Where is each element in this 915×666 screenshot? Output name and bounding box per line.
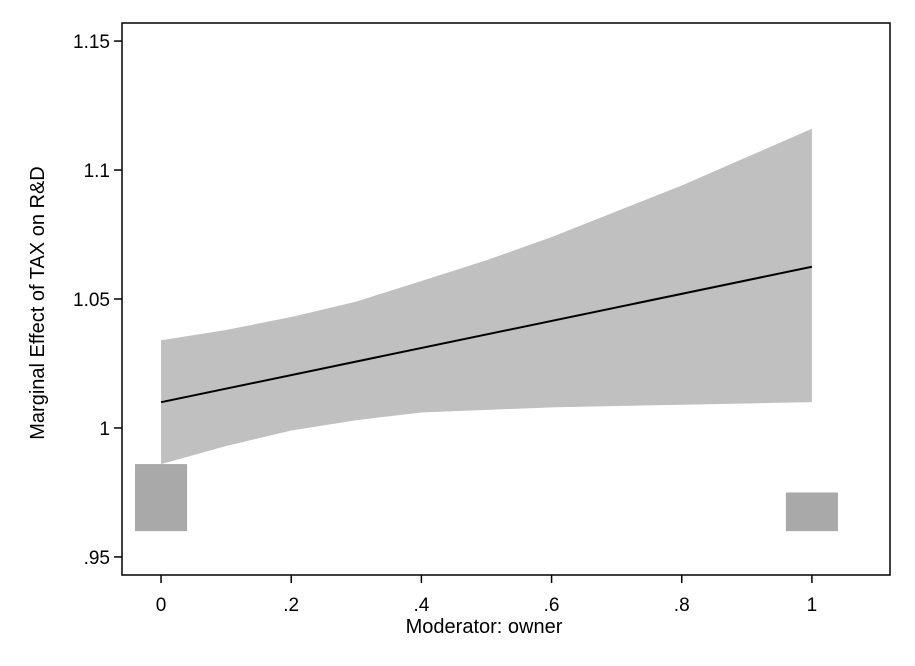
y-tick-label-1: 1 <box>99 419 110 440</box>
x-tick-label-1: .2 <box>283 595 299 616</box>
axis-ticks: 0 .2 .4 .6 .8 1 .95 1 1.05 1.1 1.15 <box>73 32 817 616</box>
histogram-bar-1 <box>785 492 838 532</box>
x-tick-label-5: 1 <box>807 595 818 616</box>
x-tick-label-2: .4 <box>413 595 429 616</box>
y-tick-label-2: 1.05 <box>73 290 110 311</box>
x-tick-label-3: .6 <box>544 595 560 616</box>
y-tick-label-4: 1.15 <box>73 32 110 53</box>
plot-area <box>135 128 838 532</box>
confidence-band <box>161 128 812 465</box>
x-tick-label-4: .8 <box>674 595 690 616</box>
y-axis-title: Marginal Effect of TAX on R&D <box>27 166 49 439</box>
x-axis-title: Moderator: owner <box>406 616 563 638</box>
y-tick-label-0: .95 <box>84 548 110 569</box>
histogram-bar-0 <box>135 464 188 532</box>
marginal-effect-line-0 <box>160 265 813 404</box>
x-tick-label-0: 0 <box>156 595 167 616</box>
y-tick-label-3: 1.1 <box>84 161 110 182</box>
